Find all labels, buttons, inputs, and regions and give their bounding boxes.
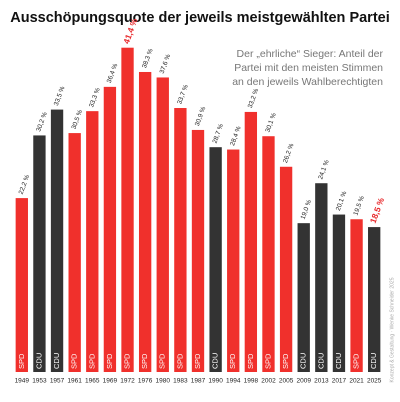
bar	[350, 219, 363, 372]
x-tick-label: 2002	[261, 378, 276, 385]
value-label: 30,5 %	[71, 109, 85, 131]
bar	[103, 86, 117, 372]
party-label: SPD	[87, 353, 96, 369]
party-label: SPD	[123, 353, 132, 369]
bar	[68, 133, 81, 372]
value-label: 26,2 %	[282, 142, 296, 164]
party-label: SPD	[352, 353, 361, 369]
value-label: 28,7 %	[212, 123, 226, 145]
x-tick-label: 1980	[156, 378, 171, 385]
x-tick-label: 1987	[191, 378, 206, 385]
bar	[368, 227, 381, 372]
party-label: SPD	[228, 353, 237, 369]
x-tick-label: 2025	[367, 378, 382, 385]
x-tick-label: 1994	[226, 378, 241, 385]
bar	[156, 77, 169, 372]
x-tick-label: 1961	[67, 378, 82, 385]
bar	[315, 183, 328, 372]
party-label: SPD	[105, 353, 114, 369]
subtitle: Der „ehrliche“ Sieger: Anteil der	[237, 48, 384, 60]
subtitle: an den jeweils Wahlberechtigten	[232, 76, 383, 88]
x-tick-label: 1953	[32, 378, 47, 385]
chart-title: Ausschöpungsquote der jeweils meistgewäh…	[10, 10, 390, 26]
x-tick-label: 1983	[173, 378, 188, 385]
value-label: 30,1 %	[264, 112, 278, 134]
value-label: 30,2 %	[35, 111, 49, 133]
value-label: 33,2 %	[247, 88, 261, 110]
x-tick-label: 1998	[244, 378, 259, 385]
bar	[209, 147, 222, 372]
bar	[121, 47, 134, 372]
bar	[138, 71, 152, 372]
bar	[297, 223, 310, 372]
bar	[332, 214, 346, 372]
x-tick-label: 2013	[314, 378, 329, 385]
value-label: 19,0 %	[300, 199, 314, 221]
party-label: CDU	[34, 353, 43, 369]
x-tick-label: 2009	[296, 378, 311, 385]
x-tick-label: 1972	[120, 378, 135, 385]
party-label: SPD	[140, 353, 149, 369]
bar	[50, 109, 64, 372]
value-label: 38,3 %	[141, 48, 155, 70]
value-label: 36,4 %	[106, 63, 120, 85]
party-label: SPD	[281, 353, 290, 369]
x-tick-label: 2021	[349, 378, 364, 385]
credit: Konzept & Gestaltung · Wenke Schneider 2…	[389, 277, 395, 382]
bar	[174, 108, 187, 373]
party-label: CDU	[211, 353, 220, 369]
bar	[279, 166, 293, 372]
party-label: SPD	[263, 353, 272, 369]
x-tick-label: 1990	[208, 378, 223, 385]
subtitle: Partei mit den meisten Stimmen	[234, 62, 383, 74]
party-label: SPD	[193, 353, 202, 369]
x-tick-label: 1957	[50, 378, 65, 385]
party-label: SPD	[17, 353, 26, 369]
value-label: 20,1 %	[335, 190, 349, 212]
value-label: 30,9 %	[194, 106, 208, 128]
party-label: SPD	[70, 353, 79, 369]
party-label: SPD	[175, 353, 184, 369]
bar	[33, 135, 46, 372]
bar	[244, 111, 258, 372]
x-tick-label: 2005	[279, 378, 294, 385]
party-label: CDU	[299, 353, 308, 369]
party-label: SPD	[158, 353, 167, 369]
bar	[86, 111, 99, 373]
party-label: CDU	[369, 353, 378, 369]
value-label: 28,4 %	[229, 125, 243, 147]
bar	[262, 136, 275, 372]
x-tick-label: 2017	[332, 378, 347, 385]
party-label: CDU	[52, 353, 61, 369]
x-tick-label: 1976	[138, 378, 153, 385]
party-label: CDU	[316, 353, 325, 369]
value-label: 19,5 %	[352, 195, 366, 217]
bar	[15, 198, 28, 372]
value-label: 18,5 %	[368, 196, 387, 225]
value-label: 22,2 %	[18, 174, 32, 196]
x-tick-label: 1969	[103, 378, 118, 385]
x-tick-label: 1949	[15, 378, 30, 385]
value-label: 33,7 %	[176, 84, 190, 106]
party-label: SPD	[246, 353, 255, 369]
bar	[227, 149, 240, 372]
bar	[191, 129, 205, 372]
x-tick-label: 1965	[85, 378, 100, 385]
value-label: 33,3 %	[88, 87, 102, 109]
value-label: 24,1 %	[317, 159, 331, 181]
party-label: CDU	[334, 353, 343, 369]
value-label: 33,5 %	[53, 85, 67, 107]
value-label: 37,6 %	[159, 53, 173, 75]
